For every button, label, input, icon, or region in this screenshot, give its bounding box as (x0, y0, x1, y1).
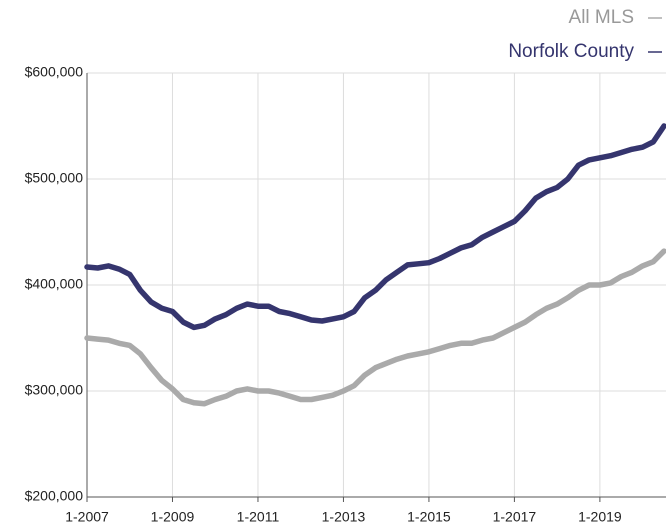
x-tick-label: 1-2017 (493, 509, 537, 525)
y-tick-label: $600,000 (25, 64, 84, 80)
series-line (84, 248, 666, 407)
x-tick-label: 1-2011 (237, 509, 280, 525)
x-tick-label: 1-2013 (322, 509, 366, 525)
y-tick-label: $500,000 (25, 170, 84, 186)
x-tick-label: 1-2007 (65, 509, 109, 525)
y-tick-label: $400,000 (25, 276, 84, 292)
y-tick-label: $300,000 (25, 382, 84, 398)
series-line (84, 123, 666, 331)
y-tick-label: $200,000 (25, 488, 84, 504)
x-tick-label: 1-2015 (407, 509, 451, 525)
legend-label: Norfolk County (508, 41, 634, 62)
x-tick-label: 1-2009 (151, 509, 195, 525)
x-tick-label: 1-2019 (578, 509, 622, 525)
legend-label: All MLS (569, 7, 634, 28)
